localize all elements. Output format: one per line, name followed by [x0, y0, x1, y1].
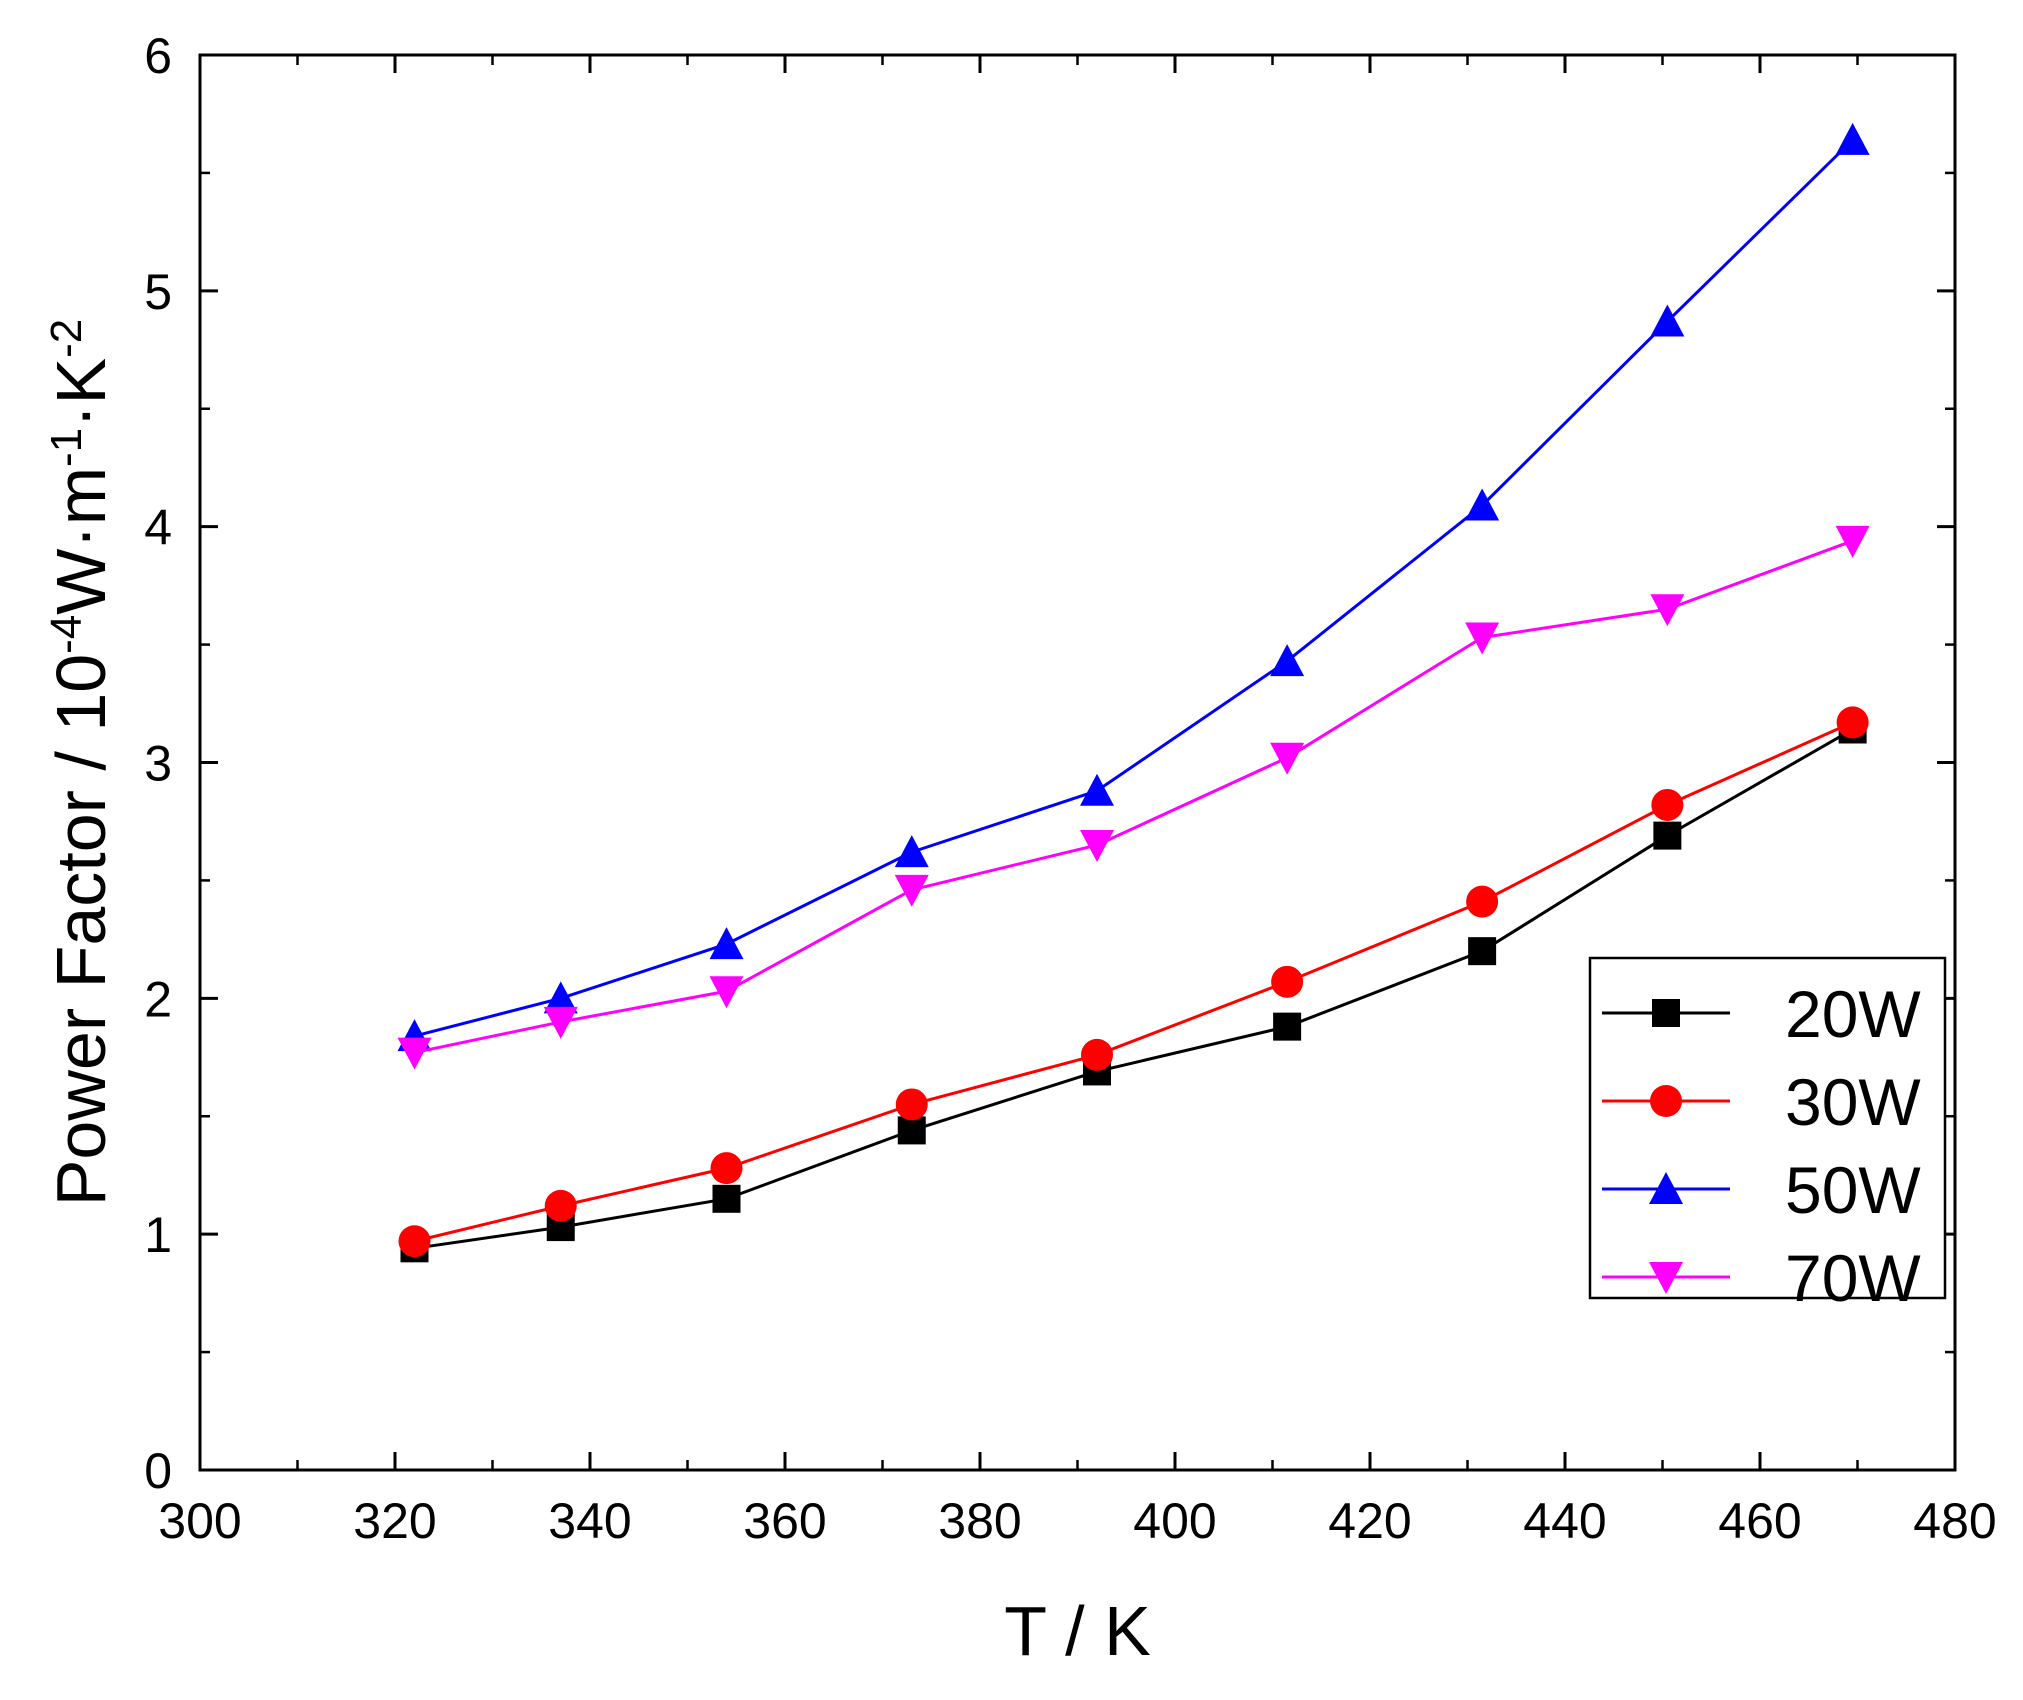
x-tick-label: 400 — [1133, 1493, 1216, 1549]
legend-30w-marker — [1650, 1085, 1682, 1117]
series-70w-point — [1270, 742, 1305, 775]
y-tick-label: 3 — [144, 736, 172, 792]
y-tick-label: 5 — [144, 264, 172, 320]
x-tick-label: 460 — [1718, 1493, 1801, 1549]
y-tick-label: 4 — [144, 500, 172, 556]
x-tick-label: 420 — [1328, 1493, 1411, 1549]
series-30w-point — [1836, 706, 1869, 739]
x-tick-label: 440 — [1523, 1493, 1606, 1549]
series-30w-point — [544, 1189, 577, 1222]
series-70w-point — [1080, 830, 1114, 863]
series-50w-point — [894, 835, 929, 868]
y-tick-label: 6 — [144, 28, 172, 84]
series-20w-point — [897, 1116, 926, 1145]
y-axis-title-prefix: Power Factor / 10 — [42, 654, 120, 1206]
series-70w — [397, 525, 1870, 1070]
legend-items: 20W 30W 50W 70W — [1602, 977, 1921, 1315]
plot-frame — [198, 53, 1957, 1472]
series-50w-point — [543, 981, 578, 1014]
legend: 20W 30W 50W 70W — [1588, 956, 1947, 1315]
series-30w-point — [1271, 965, 1304, 998]
x-tick-label: 340 — [548, 1493, 631, 1549]
series-50w-point — [1080, 773, 1114, 806]
x-tick-label: 300 — [158, 1493, 241, 1549]
y-axis-title-unit1: W·m — [42, 467, 120, 615]
y-axis-title-exp3: -2 — [42, 319, 91, 358]
series-30w-point — [710, 1152, 743, 1185]
series-70w-point — [1465, 622, 1500, 655]
x-axis-title: T / K — [1004, 1592, 1151, 1670]
legend-item-30w: 30W — [1602, 1065, 1921, 1139]
y-axis-title-exp2: -1 — [42, 428, 91, 467]
series-50w-point — [1465, 488, 1500, 521]
legend-item-50w: 50W — [1602, 1153, 1921, 1227]
y-tick-label: 2 — [144, 971, 172, 1027]
series-70w-point — [543, 1006, 578, 1039]
legend-20w-label: 20W — [1785, 977, 1921, 1051]
x-tick-label: 380 — [938, 1493, 1021, 1549]
x-tick-label: 480 — [1913, 1493, 1996, 1549]
y-axis-title-unit2: ·K — [42, 358, 120, 428]
series-20w-point — [1468, 937, 1497, 966]
x-tick-label: 320 — [353, 1493, 436, 1549]
series-20w-point — [712, 1184, 741, 1213]
series-30w-point — [1081, 1038, 1113, 1071]
series-50w-line — [414, 138, 1854, 1038]
series-50w-point — [709, 927, 744, 960]
x-tick-labels: 300 320 340 360 380 400 420 440 460 480 — [158, 1493, 1996, 1549]
legend-30w-label: 30W — [1785, 1065, 1921, 1139]
legend-item-20w: 20W — [1602, 977, 1921, 1051]
series-30w-point — [1466, 885, 1499, 918]
series-70w-point — [1650, 594, 1685, 627]
series-50w — [397, 122, 1870, 1052]
y-tick-label: 0 — [144, 1443, 172, 1499]
legend-70w-marker — [1649, 1262, 1683, 1294]
legend-70w-label: 70W — [1785, 1241, 1921, 1315]
series-70w-point — [709, 976, 744, 1009]
y-axis-title-exp1: -4 — [42, 615, 91, 654]
legend-box — [1588, 956, 1947, 1300]
minor-ticks — [200, 55, 1955, 1470]
series-30w-point — [895, 1088, 928, 1121]
series-layer — [397, 122, 1870, 1263]
series-30w-point — [398, 1225, 431, 1258]
legend-50w-marker — [1649, 1172, 1683, 1204]
series-30w-point — [1651, 788, 1684, 821]
series-20w-point — [1653, 821, 1682, 850]
series-30w — [398, 706, 1869, 1258]
series-50w-point — [1835, 122, 1870, 155]
y-tick-label: 1 — [144, 1207, 172, 1263]
series-20w-point — [1273, 1012, 1302, 1041]
series-50w-point — [1270, 644, 1305, 677]
series-70w-point — [397, 1037, 432, 1070]
series-50w-point — [1650, 304, 1685, 337]
legend-item-70w: 70W — [1602, 1241, 1921, 1315]
series-70w-point — [1835, 525, 1870, 558]
series-70w-point — [894, 874, 929, 907]
y-tick-labels: 0 1 2 3 4 5 6 — [144, 28, 172, 1499]
legend-50w-label: 50W — [1785, 1153, 1921, 1227]
legend-20w-marker — [1652, 999, 1680, 1027]
y-axis-title: Power Factor / 10-4W·m-1·K-2 — [42, 319, 121, 1207]
x-tick-label: 360 — [743, 1493, 826, 1549]
